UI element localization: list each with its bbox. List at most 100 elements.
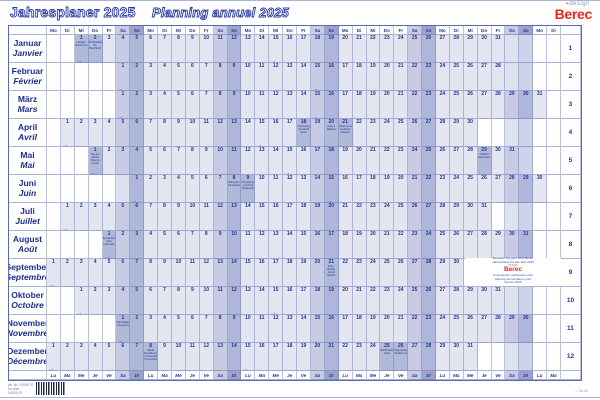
- weekday-header: So: [324, 26, 339, 35]
- logo-brand-text: Berec: [554, 6, 593, 22]
- day-cell: 3: [74, 259, 89, 287]
- day-cell: [60, 231, 75, 259]
- day-number: 14: [314, 175, 321, 181]
- day-cell: 31: [519, 231, 534, 259]
- day-cell: 9: [158, 343, 173, 371]
- day-cell: [547, 203, 561, 231]
- day-cell: [47, 35, 61, 63]
- weekday-footer: Di: [130, 371, 145, 380]
- month-label-august: August Août: [9, 231, 47, 259]
- day-number: 10: [231, 231, 237, 237]
- day-number: 9: [232, 91, 236, 97]
- day-number: 22: [411, 91, 418, 97]
- day-cell: 10: [172, 343, 186, 371]
- day-number: 10: [259, 175, 265, 181]
- day-cell: 5: [185, 175, 200, 203]
- period-marker-icon: →: [311, 86, 318, 91]
- day-number: 13: [300, 175, 307, 181]
- day-cell: 12: [227, 35, 242, 63]
- day-number: 15: [245, 259, 251, 265]
- day-number: 20: [342, 35, 348, 41]
- day-cell: 20: [310, 343, 325, 371]
- day-cell: 8: [213, 63, 228, 91]
- day-number: 5: [177, 315, 180, 321]
- day-number: 11: [203, 203, 209, 209]
- day-cell: 29: [505, 91, 520, 119]
- month-name-german: August: [12, 233, 43, 244]
- day-number: 11: [217, 35, 223, 41]
- weekday-footer: Lu: [533, 371, 548, 380]
- day-number: 24: [370, 343, 376, 349]
- day-number: 6: [135, 119, 139, 125]
- day-number: 29: [481, 147, 487, 153]
- imprint-code: — 59.05: [574, 389, 588, 393]
- day-number: 19: [370, 315, 376, 321]
- day-number: 15: [259, 203, 265, 209]
- day-cell: 5: [172, 63, 186, 91]
- holiday-label: Jeûne fédéral: [327, 271, 336, 278]
- day-cell: [491, 203, 506, 231]
- holiday-label: Tag der Arbeit: [90, 153, 100, 159]
- month-label-oktober: Oktober Octobre: [9, 287, 47, 315]
- day-cell: 21: [394, 315, 409, 343]
- weekday-header: Di: [158, 26, 173, 35]
- day-cell: 6: [199, 175, 214, 203]
- day-cell: [60, 315, 75, 343]
- day-number: 2: [135, 91, 139, 97]
- day-number: 28: [481, 231, 487, 237]
- day-cell: 25: [422, 147, 436, 175]
- day-cell: 20: [310, 259, 325, 287]
- day-number: 19: [370, 63, 376, 69]
- day-number: 22: [425, 175, 432, 181]
- day-cell: 12: [213, 119, 228, 147]
- weekday-footer: Ma: [255, 371, 270, 380]
- day-number: 30: [536, 175, 543, 181]
- day-number: 4: [163, 63, 166, 69]
- day-cell: 21: [352, 287, 367, 315]
- day-cell: 2: [130, 91, 145, 119]
- day-cell: 22: [338, 343, 353, 371]
- day-cell: 22: [366, 35, 381, 63]
- day-cell: 26: [463, 63, 478, 91]
- day-cell: 8: [213, 91, 228, 119]
- day-cell: 5: [116, 203, 131, 231]
- day-number: 19: [356, 231, 362, 237]
- day-number: 20: [314, 259, 321, 265]
- weekday-header: Fr: [297, 26, 311, 35]
- day-cell: 14: [241, 203, 256, 231]
- day-cell: 28: [463, 147, 478, 175]
- day-cell: 4: [130, 147, 145, 175]
- day-cell: 6: [144, 287, 159, 315]
- day-cell: 16: [283, 35, 298, 63]
- day-cell: 8 Mariä Empfängnis Immaculée Conception: [144, 343, 159, 371]
- day-cell: 21: [366, 147, 381, 175]
- day-number: 7: [135, 259, 139, 265]
- period-marker-icon: →: [103, 254, 110, 259]
- day-number: 4: [163, 315, 166, 321]
- day-cell: 20: [352, 147, 367, 175]
- article-number-text: Art. Nr. 0.5905.70 No d'art. 0.5905.70: [8, 383, 33, 396]
- day-cell: 23: [435, 175, 450, 203]
- day-cell: 9: [172, 203, 186, 231]
- weekday-header: Do: [477, 26, 492, 35]
- day-cell: 28: [491, 315, 506, 343]
- day-cell: 28: [449, 287, 464, 315]
- day-cell: 1 →: [116, 63, 131, 91]
- day-cell: 5: [102, 343, 117, 371]
- day-cell: 9: [227, 315, 242, 343]
- day-cell: 10: [241, 91, 256, 119]
- day-cell: 29 Auffahrt Ascension: [477, 147, 492, 175]
- day-cell: 3: [144, 91, 159, 119]
- day-cell: 24: [394, 35, 409, 63]
- day-number: 24: [453, 175, 460, 181]
- month-number: 10: [560, 287, 581, 315]
- weekday-footer: Di: [519, 371, 534, 380]
- day-cell: 4: [158, 91, 173, 119]
- day-cell: [519, 203, 534, 231]
- day-number: 13: [217, 259, 223, 265]
- day-cell: 4: [88, 343, 103, 371]
- day-number: 1: [79, 287, 83, 293]
- day-cell: 13: [241, 35, 256, 63]
- day-number: 29: [509, 315, 515, 321]
- day-number: 23: [370, 119, 376, 125]
